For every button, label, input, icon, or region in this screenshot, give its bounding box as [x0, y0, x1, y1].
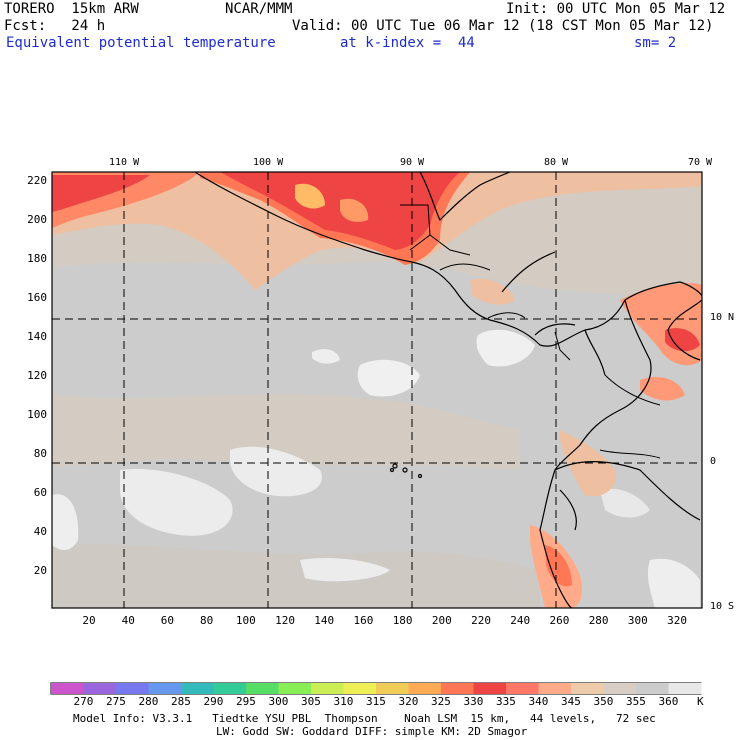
- x-tick-label: 280: [588, 614, 609, 627]
- colorbar-unit: K: [697, 695, 704, 708]
- x-tick-label: 240: [510, 614, 531, 627]
- y-tick-label: 80: [33, 447, 47, 460]
- smoothing: sm= 2: [634, 35, 677, 51]
- lat-lon-grid: [52, 172, 702, 608]
- lon-label: 100 W: [253, 157, 284, 168]
- colorbar-label: 270: [73, 695, 94, 708]
- forecast-hour: Fcst: 24 h: [4, 18, 106, 34]
- y-tick-label: 120: [27, 369, 47, 382]
- colorbar-label: 300: [268, 695, 289, 708]
- colorbar-label: 315: [366, 695, 386, 708]
- colorbar-segment: [571, 683, 604, 694]
- x-tick-label: 160: [353, 614, 374, 627]
- colorbar-label: 305: [301, 695, 321, 708]
- colorbar-segment: [116, 683, 149, 694]
- y-tick-label: 220: [27, 174, 47, 187]
- model-name: TORERO 15km ARW: [4, 1, 139, 17]
- colorbar-label: 310: [333, 695, 354, 708]
- x-tick-label: 140: [314, 614, 335, 627]
- y-tick-label: 20: [33, 564, 47, 577]
- lon-label: 90 W: [400, 157, 425, 168]
- x-tick-label: 60: [160, 614, 175, 627]
- colorbar-segment: [311, 683, 344, 694]
- lon-label: 70 W: [688, 157, 713, 168]
- colorbar-label: 275: [106, 695, 126, 708]
- colorbar-segment: [473, 683, 507, 694]
- colorbar-segment: [148, 683, 182, 694]
- colorbar-segment: [51, 683, 84, 694]
- field-name: Equivalent potential temperature: [6, 35, 276, 51]
- colorbar-label: 355: [626, 695, 646, 708]
- x-tick-label: 260: [549, 614, 570, 627]
- colorbar-segment: [603, 683, 637, 694]
- colorbar-label: 335: [496, 695, 516, 708]
- colorbar-label: 345: [561, 695, 581, 708]
- temperature-field: [52, 172, 702, 608]
- y-tick-label: 160: [27, 291, 47, 304]
- lat-label: 10 N: [710, 312, 735, 323]
- lon-label: 80 W: [544, 157, 569, 168]
- x-tick-label: 100: [235, 614, 256, 627]
- x-tick-label: 80: [200, 614, 214, 627]
- colorbar-segment: [181, 683, 214, 694]
- physics-info: LW: Godd SW: Goddard DIFF: simple KM: 2D…: [216, 725, 528, 738]
- valid-time: Valid: 00 UTC Tue 06 Mar 12 (18 CST Mon …: [292, 18, 714, 34]
- x-tick-label: 320: [667, 614, 687, 627]
- map-frame: [51, 171, 703, 609]
- colorbar-label: 290: [203, 695, 224, 708]
- colorbar-segment: [668, 683, 702, 694]
- y-tick-label: 60: [33, 486, 47, 499]
- colorbar-label: 340: [528, 695, 549, 708]
- y-tick-label: 180: [27, 252, 47, 265]
- x-tick-label: 300: [627, 614, 648, 627]
- lat-label: 0: [710, 456, 717, 467]
- colorbar-label: 285: [171, 695, 191, 708]
- colorbar-label: 280: [138, 695, 159, 708]
- colorbar-segment: [246, 683, 279, 694]
- level-index: at k-index = 44: [340, 35, 475, 51]
- colorbar: [51, 683, 702, 694]
- colorbar-label: 320: [398, 695, 419, 708]
- colorbar-label: 360: [658, 695, 679, 708]
- x-tick-label: 20: [82, 614, 96, 627]
- country-borders: [400, 204, 661, 459]
- init-time: Init: 00 UTC Mon 05 Mar 12: [506, 1, 726, 17]
- colorbar-segment: [278, 683, 312, 694]
- colorbar-segment: [376, 683, 409, 694]
- colorbar-label: 325: [431, 695, 451, 708]
- x-tick-label: 120: [275, 614, 295, 627]
- colorbar-segment: [441, 683, 474, 694]
- colorbar-segment: [506, 683, 539, 694]
- colorbar-segment: [343, 683, 377, 694]
- organization: NCAR/MMM: [225, 1, 293, 17]
- colorbar-label: 295: [236, 695, 256, 708]
- colorbar-segment: [213, 683, 247, 694]
- y-tick-label: 100: [27, 408, 47, 421]
- x-tick-label: 220: [471, 614, 491, 627]
- colorbar-segment: [83, 683, 117, 694]
- colorbar-segment: [538, 683, 572, 694]
- model-info: Model Info: V3.3.1 Tiedtke YSU PBL Thomp…: [73, 712, 656, 725]
- x-tick-label: 200: [431, 614, 452, 627]
- y-tick-label: 200: [27, 213, 47, 226]
- x-tick-label: 180: [392, 614, 413, 627]
- lon-label: 110 W: [109, 157, 140, 168]
- y-tick-label: 140: [27, 330, 47, 343]
- colorbar-segment: [636, 683, 669, 694]
- lat-label: 10 S: [710, 601, 735, 612]
- y-tick-label: 40: [33, 525, 47, 538]
- colorbar-label: 330: [463, 695, 484, 708]
- x-tick-label: 40: [121, 614, 135, 627]
- colorbar-segment: [408, 683, 442, 694]
- colorbar-label: 350: [593, 695, 614, 708]
